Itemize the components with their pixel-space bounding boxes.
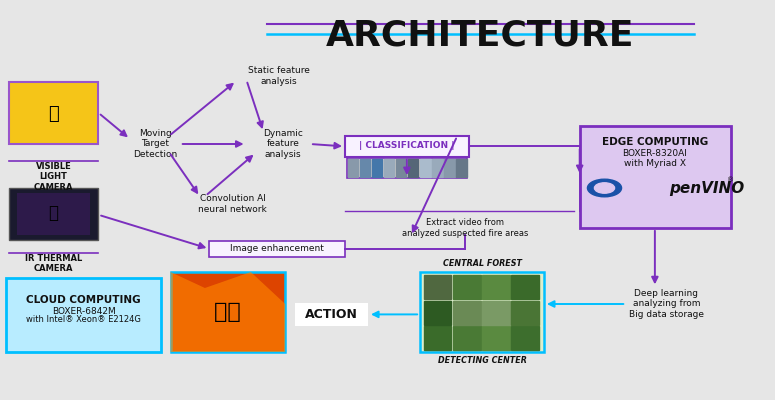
Text: VISIBLE
LIGHT
CAMERA: VISIBLE LIGHT CAMERA	[34, 162, 73, 192]
Text: with Myriad X: with Myriad X	[624, 160, 686, 168]
Text: with Intel® Xeon® E2124G: with Intel® Xeon® E2124G	[26, 316, 141, 324]
Text: penVINO: penVINO	[669, 180, 744, 196]
Bar	[432, 159, 443, 177]
Text: IR THERMAL
CAMERA: IR THERMAL CAMERA	[25, 254, 82, 274]
Text: DETECTING CENTER: DETECTING CENTER	[438, 356, 526, 365]
Text: ACTION: ACTION	[305, 308, 357, 321]
FancyBboxPatch shape	[9, 82, 98, 144]
Text: CENTRAL FOREST: CENTRAL FOREST	[443, 260, 522, 268]
Text: Extract video from
analyzed suspected fire areas: Extract video from analyzed suspected fi…	[401, 218, 529, 238]
Text: BOXER-6842M: BOXER-6842M	[52, 307, 115, 316]
Text: | CLASSIFICATION |: | CLASSIFICATION |	[359, 142, 455, 150]
Bar	[453, 275, 480, 299]
Bar	[424, 326, 451, 350]
FancyBboxPatch shape	[420, 272, 544, 352]
Text: 🌡: 🌡	[49, 204, 58, 222]
FancyBboxPatch shape	[209, 241, 345, 257]
Bar	[482, 326, 510, 350]
Text: CLOUD COMPUTING: CLOUD COMPUTING	[26, 295, 141, 305]
Bar	[424, 275, 451, 299]
Circle shape	[594, 183, 615, 193]
Text: EDGE COMPUTING: EDGE COMPUTING	[601, 137, 708, 147]
Bar	[420, 159, 431, 177]
Text: Moving
Target
Detection: Moving Target Detection	[133, 129, 177, 159]
Bar	[512, 275, 539, 299]
Polygon shape	[170, 272, 285, 352]
Bar	[512, 326, 539, 350]
Text: 🧑‍🚒: 🧑‍🚒	[215, 302, 241, 322]
Bar	[512, 300, 539, 325]
Text: ®: ®	[727, 178, 735, 184]
Bar	[482, 275, 510, 299]
Bar	[453, 326, 480, 350]
FancyBboxPatch shape	[294, 303, 368, 326]
Text: ARCHITECTURE: ARCHITECTURE	[326, 18, 635, 52]
Text: Deep learning
analyzing from
Big data storage: Deep learning analyzing from Big data st…	[629, 289, 704, 319]
Text: Static feature
analysis: Static feature analysis	[248, 66, 310, 86]
Text: Convolution AI
neural network: Convolution AI neural network	[198, 194, 267, 214]
FancyBboxPatch shape	[17, 193, 90, 235]
Bar	[348, 159, 359, 177]
FancyBboxPatch shape	[170, 272, 285, 352]
Text: 📡: 📡	[48, 105, 59, 123]
Bar	[444, 159, 454, 177]
Text: BOXER-8320AI: BOXER-8320AI	[622, 150, 687, 158]
Bar	[384, 159, 394, 177]
Bar	[396, 159, 406, 177]
Bar	[408, 159, 419, 177]
FancyBboxPatch shape	[580, 126, 731, 228]
Bar	[453, 300, 480, 325]
Circle shape	[587, 179, 622, 197]
FancyBboxPatch shape	[9, 188, 98, 240]
Text: Dynamic
feature
analysis: Dynamic feature analysis	[263, 129, 303, 159]
Bar	[424, 300, 451, 325]
FancyBboxPatch shape	[6, 278, 161, 352]
Bar	[456, 159, 467, 177]
FancyBboxPatch shape	[347, 158, 467, 178]
Bar	[360, 159, 370, 177]
Bar	[372, 159, 383, 177]
Text: Image enhancement: Image enhancement	[229, 244, 324, 253]
Bar	[482, 300, 510, 325]
FancyBboxPatch shape	[345, 136, 469, 157]
